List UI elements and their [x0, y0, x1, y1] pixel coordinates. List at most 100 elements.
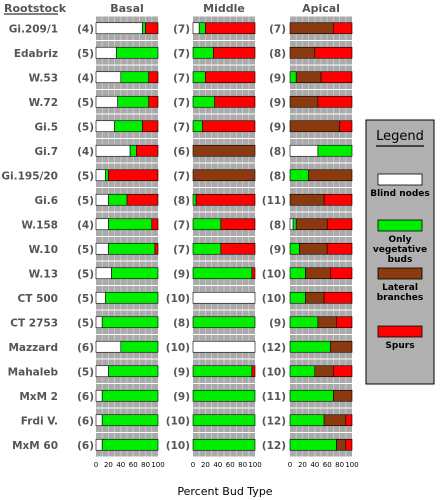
bar-segment-spur [345, 414, 353, 427]
sample-count: (4) [77, 219, 94, 231]
bar-segment-blind [95, 22, 143, 35]
bar-segment-spur [108, 169, 159, 182]
x-tick-label: 20 [201, 461, 210, 469]
bar-segment-veg [192, 438, 256, 451]
legend-label-veg: vegetative [373, 245, 427, 255]
bar-segment-lat [305, 267, 331, 280]
bar-segment-spur [320, 71, 353, 84]
bar-segment-lat [289, 95, 319, 108]
rootstock-label: W.13 [29, 268, 58, 280]
rootstock-label: Gi.209/1 [9, 23, 58, 35]
bar-segment-veg [289, 438, 337, 451]
panel-title-apical: Apical [302, 2, 340, 15]
bar-segment-spur [329, 267, 353, 280]
sample-count: (10) [262, 268, 286, 280]
bar-segment-veg [192, 193, 197, 206]
x-tick-label: 0 [288, 461, 292, 469]
bar-segment-veg [108, 242, 156, 255]
bar-segment-spur [339, 120, 353, 133]
bar-segment-veg [289, 291, 306, 304]
bar-segment-veg [108, 365, 159, 378]
bar-segment-blind [95, 95, 119, 108]
sample-count: (6) [77, 440, 94, 452]
sample-count: (5) [77, 97, 94, 109]
sample-count: (8) [269, 219, 286, 231]
bar-segment-veg [116, 46, 159, 59]
sample-count: (12) [262, 342, 286, 354]
sample-count: (5) [77, 293, 94, 305]
bar-segment-blind [192, 22, 200, 35]
x-tick-label: 100 [345, 461, 358, 469]
bar-segment-spur [323, 193, 353, 206]
sample-count: (7) [173, 72, 190, 84]
bar-segment-veg [108, 193, 128, 206]
bar-segment-lat [333, 389, 353, 402]
bar-segment-blind [95, 218, 109, 231]
bar-segment-veg [289, 414, 325, 427]
rootstock-label: W.53 [29, 72, 58, 84]
sample-count: (8) [173, 317, 190, 329]
legend-swatch-blind [377, 173, 423, 186]
legend-swatch-lat [377, 267, 423, 280]
sample-count: (7) [173, 121, 190, 133]
sample-count: (11) [262, 195, 286, 207]
rootstock-label: Edabriz [14, 48, 58, 60]
bar-segment-veg [292, 218, 297, 231]
sample-count: (5) [77, 195, 94, 207]
bar-segment-blind [95, 316, 103, 329]
x-tick-label: 80 [141, 461, 150, 469]
bar-segment-lat [308, 169, 353, 182]
bar-segment-blind [192, 340, 256, 353]
bar-segment-veg [289, 169, 309, 182]
bar-segment-spur [251, 267, 256, 280]
bar-segment-lat [314, 365, 334, 378]
x-tick-label: 20 [298, 461, 307, 469]
sample-count: (5) [77, 48, 94, 60]
bar-segment-blind [95, 340, 122, 353]
sample-count: (9) [269, 121, 286, 133]
bar-segment-veg [192, 365, 253, 378]
sample-count: (4) [77, 72, 94, 84]
x-tick-label: 80 [238, 461, 247, 469]
bar-segment-blind [95, 120, 115, 133]
bar-segment-veg [101, 316, 159, 329]
bar-segment-spur [136, 144, 159, 157]
rootstock-label: W.72 [29, 97, 58, 109]
bar-segment-lat [289, 120, 340, 133]
bar-segment-spur [326, 218, 353, 231]
rootstock-label: CT 500 [18, 293, 58, 305]
legend-label-veg: buds [388, 255, 413, 265]
rootstock-label: Gi.6 [34, 195, 58, 207]
bar-segment-spur [213, 46, 256, 59]
rootstock-label: CT 2753 [10, 317, 58, 329]
bar-segment-spur [336, 316, 353, 329]
legend-label-lat: Lateral [382, 283, 418, 293]
sample-count: (7) [173, 219, 190, 231]
sample-count: (9) [269, 244, 286, 256]
bar-segment-veg [101, 389, 159, 402]
bar-segment-spur [317, 95, 353, 108]
bar-segment-veg [105, 291, 159, 304]
rootstock-label: Gi.7 [34, 146, 58, 158]
bar-segment-veg [317, 144, 353, 157]
x-tick-label: 100 [151, 461, 164, 469]
bar-segment-lat [192, 144, 256, 157]
bar-segment-lat [305, 291, 325, 304]
sample-count: (10) [262, 293, 286, 305]
bar-segment-blind [95, 365, 109, 378]
sample-count: (9) [269, 317, 286, 329]
sample-count: (8) [269, 146, 286, 158]
bar-segment-blind [95, 46, 117, 59]
bar-segment-veg [289, 242, 300, 255]
bar-segment-lat [329, 340, 353, 353]
bar-segment-lat [317, 316, 337, 329]
sample-count: (5) [77, 244, 94, 256]
bar-segment-veg [101, 438, 159, 451]
bar-segment-blind [95, 438, 103, 451]
bar-segment-blind [95, 291, 106, 304]
sample-count: (8) [173, 195, 190, 207]
bar-segment-spur [195, 193, 256, 206]
bar-segment-lat [336, 438, 347, 451]
bar-segment-veg [105, 169, 109, 182]
